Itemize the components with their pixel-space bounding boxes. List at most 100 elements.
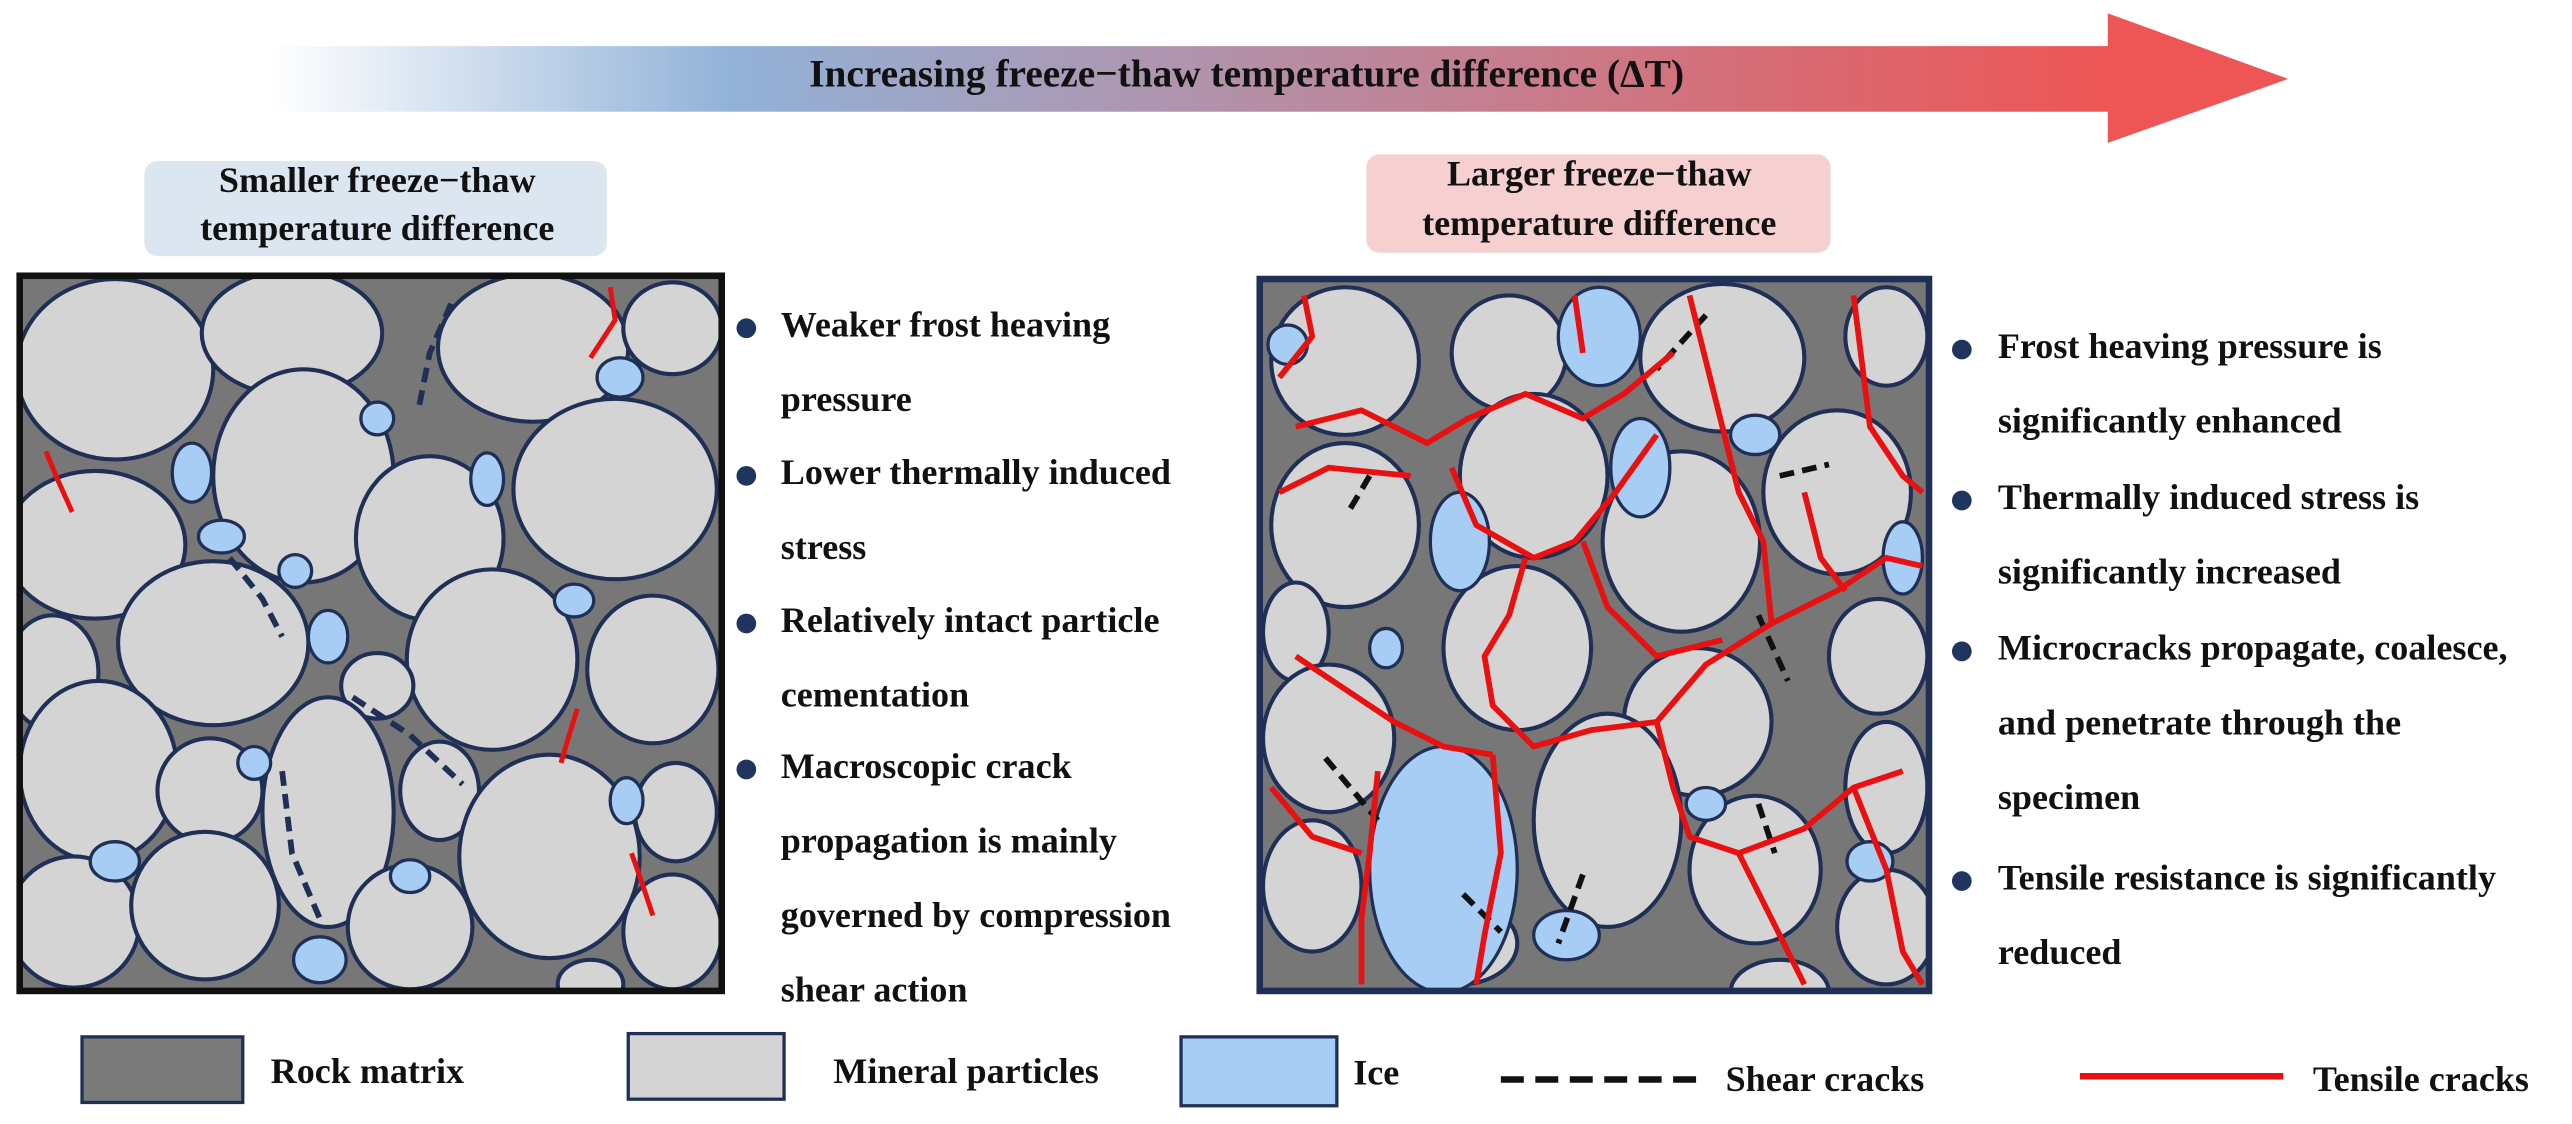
ice [552,582,596,619]
ice [595,356,645,399]
shear-crack [1323,756,1381,823]
tensile-crack [629,852,656,917]
mineral-particle [585,593,721,746]
shear-crack [415,302,454,411]
ice [291,935,348,985]
mineral-particle [1449,293,1569,413]
tensile-crack [1850,786,1925,986]
ice [88,840,142,883]
bullet-dot [1951,871,1972,891]
ice [608,776,645,826]
shear-crack [1555,873,1586,945]
tensile-crack [1358,770,1381,985]
tensile-crack [1686,294,1775,624]
tensile-crack [1277,294,1316,380]
ice [1266,323,1309,366]
bullet-text: and penetrate through the [1998,702,2401,742]
bullet-text: propagation is mainly [781,820,1117,860]
tensile-crack [1736,851,1807,986]
bullet-dot [1951,339,1972,360]
legend-label: Tensile cracks [2313,1059,2529,1099]
mineral-particle [457,752,642,961]
mineral-particle [1531,711,1684,930]
bullet-text: specimen [1998,777,2140,817]
ice [388,858,432,895]
left-specimen [19,275,722,991]
mineral-particle [129,829,281,982]
bullet-text: Lower thermally induced [781,452,1171,492]
tensile-crack [1294,653,1494,758]
specimen-border [1256,275,1933,995]
ice [1728,413,1782,457]
mineral-particle [555,957,626,991]
ice [1609,416,1672,519]
bullet-text: cementation [781,674,969,714]
bullet-text: pressure [781,379,912,419]
bullet-text: governed by compression [781,895,1171,935]
tensile-crack [1449,433,1660,561]
bullet-dot [736,466,757,486]
legend-swatch [1179,1035,1339,1108]
tensile-crack [43,450,75,513]
tensile-crack [1571,295,1586,354]
legend-label: Mineral particles [833,1051,1098,1091]
tensile-crack [1801,491,1848,593]
ice [1532,908,1601,962]
ice [1368,626,1405,670]
title: Increasing freeze−thaw temperature diffe… [809,51,1684,95]
mineral-particle [511,396,719,582]
specimen-border [16,272,726,995]
mineral-particle [1761,408,1914,577]
bullet-text: significantly increased [1998,551,2341,591]
ice [236,744,273,781]
tensile-crack [1278,464,1411,495]
legend-swatch [80,1035,245,1105]
ice [277,552,314,590]
bullets: Weaker frost heaving pressure Lower therma… [736,305,2508,1010]
ice [196,518,247,555]
mineral-particle [19,468,188,621]
bullet-text: reduced [1998,932,2122,972]
mineral-particle [621,872,722,991]
ice [469,451,506,508]
legend-swatch [626,1031,786,1101]
bullet-text: significantly enhanced [1998,400,2342,440]
panel-label: temperature difference [1422,203,1776,243]
legend-label: Shear cracks [1726,1059,1925,1099]
bullet-text: Tensile resistance is significantly [1998,857,2496,897]
bullet-dot [736,318,757,339]
bullet-text: shear action [781,970,968,1010]
bullet-dot [1951,641,1972,662]
label-box [1366,154,1831,253]
panel-label: temperature difference [200,208,554,248]
tensile-crack [1654,555,1924,724]
mineral-particle [404,567,580,752]
mineral-particle [1826,596,1929,716]
shear-crack [1779,461,1830,479]
mineral-particle [1269,441,1421,610]
legend-label: Ice [1353,1053,1399,1093]
mineral-particle [260,695,396,930]
bullet-text: Macroscopic crack [781,746,1073,786]
arrow-head [2107,13,2289,143]
bullet-dot [1951,490,1972,511]
mineral-particle [1260,818,1364,954]
tensile-crack [588,286,618,360]
tensile-crack [1269,785,1363,856]
shear-crack [1461,892,1503,934]
label-box [144,160,607,257]
tensile-crack [558,708,580,764]
legend-label: Rock matrix [271,1051,464,1091]
bullet-text: Relatively intact particle [781,600,1160,640]
tensile-crack [1295,350,1675,446]
ice [1428,490,1492,593]
bullet-dot [736,759,757,780]
shear-crack [1345,474,1373,514]
ice [1684,785,1728,822]
bullet-text: stress [781,527,867,567]
bullet-text: Frost heaving pressure is [1998,326,2382,366]
tensile-crack [1481,557,1658,750]
bullet-text: Weaker frost heaving [781,305,1110,345]
tensile-crack [1850,295,1925,495]
